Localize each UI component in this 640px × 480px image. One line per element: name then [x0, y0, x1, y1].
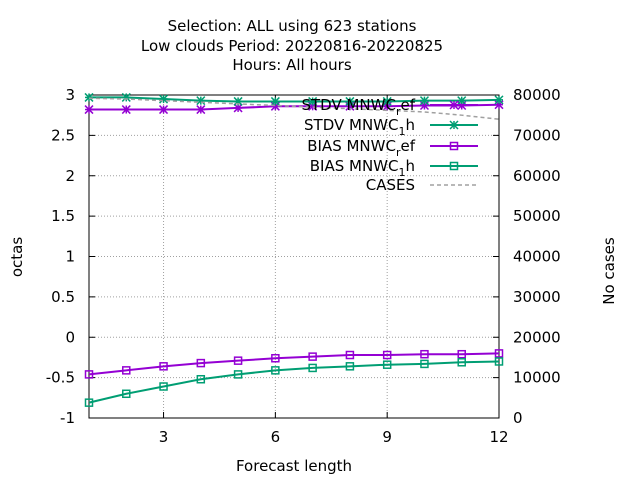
series-2-point: [345, 350, 355, 360]
series-2-point: [271, 353, 280, 363]
series-0-point: [121, 105, 131, 115]
series-0-point: [159, 105, 169, 115]
series-2-point: [308, 352, 317, 361]
series-line-2: [88, 352, 500, 376]
series-2-point: [233, 356, 243, 365]
y2-tick-label: 10000: [513, 369, 561, 387]
series-0-point: [196, 105, 206, 115]
y-tick-label: 2.5: [51, 126, 75, 144]
legend-marker-3: [449, 161, 459, 171]
legend-marker-0: [449, 100, 459, 110]
chart-title-line-3: Hours: All hours: [232, 56, 352, 74]
y2-tick-label: 70000: [513, 126, 561, 144]
series-1-point: [159, 94, 169, 104]
legend-marker-1: [449, 120, 459, 130]
legend-label-1: STDV MNWC1h: [304, 116, 415, 138]
series-1-point: [233, 96, 243, 106]
series-1-point: [494, 95, 504, 105]
y2-tick-label: 20000: [513, 328, 561, 346]
y-tick-label: 1.5: [51, 207, 75, 225]
y2-tick-label: 60000: [513, 167, 561, 185]
series-line-3: [88, 360, 500, 404]
series-2-point: [122, 366, 131, 375]
x-tick-label: 9: [382, 428, 392, 446]
y2-tick-label: 30000: [513, 288, 561, 306]
series-0-point: [233, 103, 243, 113]
y-tick-label: 0.5: [51, 288, 75, 306]
y2-tick-label: 50000: [513, 207, 561, 225]
series-line-4: [88, 97, 500, 120]
series-2-point: [196, 358, 206, 368]
y-tick-label: -0.5: [46, 369, 75, 387]
series-1-point: [84, 92, 94, 102]
series-3-point: [84, 398, 94, 407]
series-1-point: [308, 96, 318, 106]
series-2-point: [159, 362, 168, 371]
x-tick-label: 6: [271, 428, 281, 446]
series-2-point: [84, 370, 94, 379]
series-1-point: [382, 96, 392, 106]
x-tick-label: 12: [489, 428, 508, 446]
series-3-point: [494, 357, 504, 366]
legend-label-4: CASES: [366, 176, 415, 194]
series-1-point: [457, 96, 467, 106]
series-2-point: [457, 349, 466, 359]
y2-axis-label: No cases: [600, 237, 618, 305]
series-3-point: [457, 358, 466, 367]
y-tick-label: 3: [65, 86, 75, 104]
y-tick-label: 2: [65, 167, 75, 185]
series-3-point: [122, 389, 131, 399]
y-tick-label: 0: [65, 328, 75, 346]
series-3-point: [159, 382, 168, 391]
series-1-point: [121, 92, 131, 102]
legend-label-3: BIAS MNWC1h: [310, 157, 415, 179]
legend-label-2: BIAS MNWCref: [307, 137, 415, 159]
series-1-point: [270, 96, 280, 106]
series-2-point: [420, 349, 429, 359]
legend-label-0: STDV MNWCref: [301, 96, 415, 118]
series-3-point: [382, 360, 392, 369]
series-3-point: [308, 363, 317, 373]
x-axis-label: Forecast length: [236, 457, 352, 475]
series-3-point: [196, 374, 206, 384]
series-3-point: [233, 370, 243, 379]
series-1-point: [345, 96, 355, 106]
y2-tick-label: 0: [513, 409, 523, 427]
y-tick-label: 1: [65, 248, 75, 266]
x-tick-label: 3: [159, 428, 169, 446]
y-tick-label: -1: [60, 409, 75, 427]
series-2-point: [494, 349, 504, 358]
y2-tick-label: 80000: [513, 86, 561, 104]
series-3-point: [271, 366, 280, 375]
series-1-point: [419, 96, 429, 106]
chart-title-line-2: Low clouds Period: 20220816-20220825: [140, 37, 444, 55]
series-1-point: [196, 96, 206, 106]
series-3-point: [420, 359, 429, 369]
series-0-point: [84, 105, 94, 115]
y-axis-label: octas: [8, 236, 26, 278]
y2-tick-label: 40000: [513, 248, 561, 266]
series-2-point: [382, 350, 392, 360]
series-line-1: [89, 96, 500, 103]
chart-title-line-1: Selection: ALL using 623 stations: [167, 17, 417, 35]
legend-marker-2: [449, 141, 459, 151]
series-3-point: [345, 362, 355, 371]
